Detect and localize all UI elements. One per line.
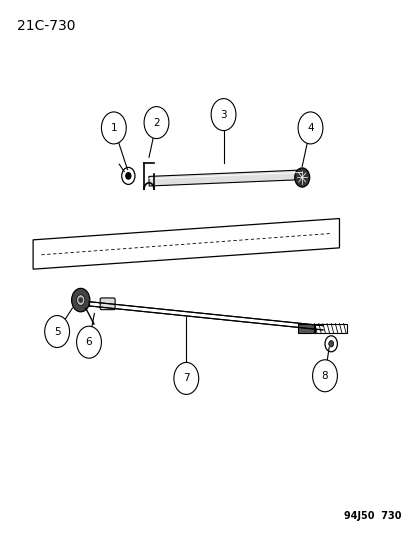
- Polygon shape: [149, 170, 301, 186]
- Text: 94J50  730: 94J50 730: [343, 511, 401, 521]
- FancyBboxPatch shape: [100, 298, 115, 310]
- Circle shape: [45, 316, 69, 348]
- Text: 8: 8: [321, 371, 328, 381]
- Text: 5: 5: [54, 327, 60, 336]
- Circle shape: [76, 295, 85, 305]
- Text: 7: 7: [183, 374, 189, 383]
- Text: 2: 2: [153, 118, 159, 127]
- Circle shape: [173, 362, 198, 394]
- Circle shape: [71, 288, 90, 312]
- Text: 21C-730: 21C-730: [17, 19, 75, 33]
- Circle shape: [101, 112, 126, 144]
- Circle shape: [126, 173, 131, 179]
- Circle shape: [79, 298, 82, 302]
- Circle shape: [312, 360, 337, 392]
- Text: 3: 3: [220, 110, 226, 119]
- Bar: [297, 324, 313, 333]
- Circle shape: [297, 112, 322, 144]
- Circle shape: [294, 168, 309, 187]
- Text: 4: 4: [306, 123, 313, 133]
- Circle shape: [76, 326, 101, 358]
- Circle shape: [328, 341, 333, 347]
- Text: 6: 6: [85, 337, 92, 347]
- Circle shape: [144, 107, 169, 139]
- Circle shape: [211, 99, 235, 131]
- Text: 1: 1: [110, 123, 117, 133]
- Bar: [314, 324, 346, 333]
